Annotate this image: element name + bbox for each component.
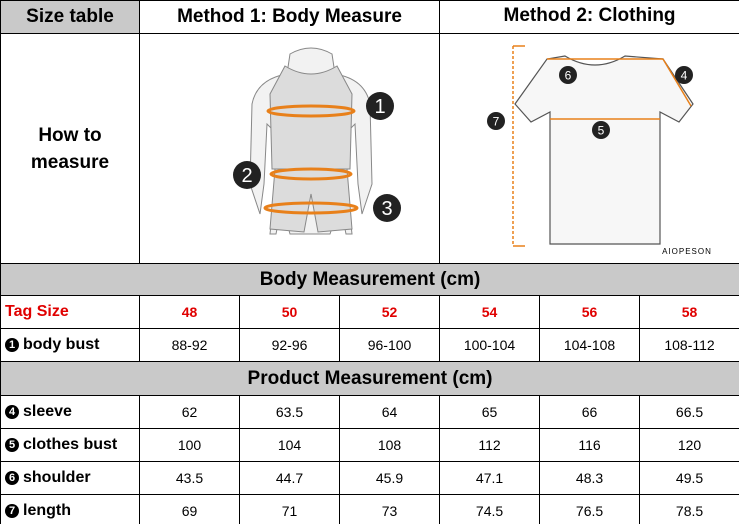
value-cell: 48	[139, 295, 240, 329]
row-label: 5 clothes bust	[0, 428, 140, 462]
header-cell: Size table	[0, 0, 140, 34]
table-row: Product Measurement (cm)	[0, 361, 739, 396]
table-row: 1 body bust 88-92 92-96 96-100 100-104 104-108…	[0, 328, 739, 362]
value-cell: 120	[639, 428, 739, 462]
value-cell: 108-112	[639, 328, 739, 362]
clothing-image-cell: 6 4 7 5 AIOPESON	[439, 33, 739, 264]
marker-number: 7	[492, 114, 499, 128]
value-cell: 56	[539, 295, 641, 329]
marker-circle	[591, 121, 610, 139]
marker-number: 4	[680, 68, 687, 82]
value-cell: 104	[239, 428, 340, 462]
value-cell: 50	[239, 295, 340, 329]
row-label: 1 body bust	[0, 328, 140, 362]
table-row: Body Measurement (cm)	[0, 263, 739, 296]
value-cell: 69	[139, 494, 240, 524]
marker-number: 5	[597, 123, 604, 137]
value-cell: 96-100	[338, 328, 441, 362]
table-row: 6 shoulder 43.5 44.7 45.9 47.1 48.3 49.5	[0, 461, 739, 495]
table-row: 5 clothes bust 100 104 108 112 116 120	[0, 428, 739, 462]
header-text: Method 1: Body Measure	[177, 6, 402, 27]
value-cell: 52	[338, 295, 441, 329]
row-marker: 4	[5, 405, 19, 419]
value-cell: 49.5	[639, 461, 739, 495]
value-cell: 66.5	[639, 395, 739, 429]
body-illustration: 1 2 3	[233, 47, 401, 235]
row-marker: 5	[5, 438, 19, 452]
marker-number: 3	[381, 198, 392, 220]
row-label-text: clothes bust	[23, 436, 118, 453]
row-label-text: body bust	[23, 336, 100, 353]
row-label: 4 sleeve	[0, 395, 140, 429]
clothing-illustration: 6 4 7 5 AIOPESON	[486, 45, 712, 256]
value-cell: 63.5	[239, 395, 340, 429]
value-cell: 54	[439, 295, 541, 329]
table-row: 7 length 69 71 73 74.5 76.5 78.5	[0, 494, 739, 524]
marker-circle	[674, 66, 693, 84]
value-cell: 100	[139, 428, 240, 462]
section-title: Body Measurement (cm)	[0, 263, 739, 296]
marker-circle	[233, 161, 261, 189]
how-to-cell: How to measure	[0, 33, 140, 264]
row-label: 7 length	[0, 494, 140, 524]
row-label: 6 shoulder	[0, 461, 140, 495]
row-marker: 6	[5, 471, 19, 485]
row-label-text: Tag Size	[5, 303, 69, 320]
marker-number: 2	[241, 165, 252, 187]
row-marker: 7	[5, 504, 19, 518]
marker-circle	[373, 194, 401, 222]
row-label-text: length	[23, 502, 71, 519]
value-cell: 64	[338, 395, 441, 429]
value-cell: 47.1	[439, 461, 541, 495]
body-image-cell: 1 2 3	[138, 33, 441, 264]
value-cell: 66	[539, 395, 641, 429]
header-cell: Method 2: Clothing	[439, 0, 739, 34]
row-marker: 1	[5, 338, 19, 352]
value-cell: 43.5	[139, 461, 240, 495]
value-cell: 78.5	[639, 494, 739, 524]
row-label-text: sleeve	[23, 403, 72, 420]
value-cell: 65	[439, 395, 541, 429]
value-cell: 88-92	[139, 328, 240, 362]
value-cell: 48.3	[539, 461, 641, 495]
value-cell: 45.9	[338, 461, 441, 495]
marker-number: 1	[374, 96, 385, 118]
brand: AIOPESON	[662, 247, 712, 256]
marker-number: 6	[564, 68, 571, 82]
section-title: Product Measurement (cm)	[0, 361, 739, 396]
value-cell: 74.5	[439, 494, 541, 524]
row-label: Tag Size	[0, 295, 140, 329]
header-cell: Method 1: Body Measure	[138, 0, 441, 34]
value-cell: 71	[239, 494, 340, 524]
marker-circle	[486, 112, 505, 130]
value-cell: 112	[439, 428, 541, 462]
value-cell: 58	[639, 295, 739, 329]
value-cell: 73	[338, 494, 441, 524]
value-cell: 62	[139, 395, 240, 429]
value-cell: 44.7	[239, 461, 340, 495]
value-cell: 100-104	[439, 328, 541, 362]
table-row: Tag Size 48 50 52 54 56 58	[0, 295, 739, 329]
value-cell: 108	[338, 428, 441, 462]
value-cell: 76.5	[539, 494, 641, 524]
value-cell: 92-96	[239, 328, 340, 362]
value-cell: 116	[539, 428, 641, 462]
marker-circle	[558, 66, 577, 84]
table-row: 4 sleeve 62 63.5 64 65 66 66.5	[0, 395, 739, 429]
row-label-text: shoulder	[23, 469, 91, 486]
marker-circle	[366, 92, 394, 120]
value-cell: 104-108	[539, 328, 641, 362]
